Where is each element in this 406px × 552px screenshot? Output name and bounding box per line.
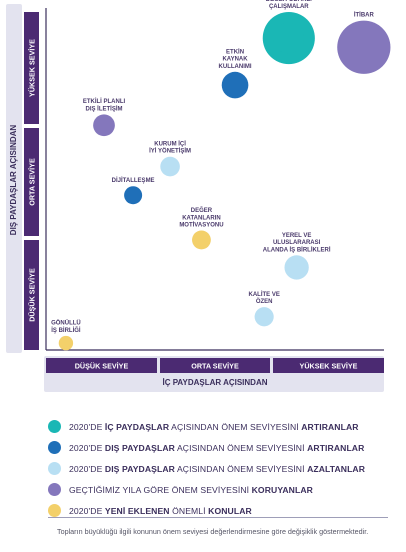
legend-item-koruyan: GEÇTİĞİMİZ YILA GÖRE ÖNEM SEVİYESİNİ KOR…: [48, 480, 398, 499]
bubble-5: [124, 186, 143, 205]
legend-swatch-yellow: [48, 504, 61, 517]
bubble-label-0: DEĞER ODAKLIÇALIŞMALAR: [266, 0, 312, 10]
bubble-1: [337, 20, 391, 74]
x-band-2: [273, 358, 384, 373]
y-band-2: [24, 12, 39, 124]
legend-item-artiran-ic: 2020'DE İÇ PAYDAŞLAR AÇISINDAN ÖNEM SEVİ…: [48, 417, 398, 436]
y-axis-bands: DÜŞÜK SEVİYE ORTA SEVİYE YÜKSEK SEVİYE: [24, 12, 39, 350]
y-band-1: [24, 128, 39, 236]
footnote: Topların büyüklüğü ilgili konunun önem s…: [57, 527, 369, 536]
legend-item-yeni: 2020'DE YENİ EKLENEN ÖNEMLİ KONULAR: [48, 501, 398, 520]
legend-swatch-light-blue: [48, 462, 61, 475]
legend-label: 2020'DE DIŞ PAYDAŞLAR AÇISINDAN ÖNEM SEV…: [69, 463, 366, 474]
footnote-divider: [48, 517, 388, 518]
bubble-9: [58, 335, 74, 351]
legend-swatch-blue: [48, 441, 61, 454]
y-band-label-0: DÜŞÜK SEVİYE: [28, 268, 37, 322]
x-axis-title: İÇ PAYDAŞLAR AÇISINDAN: [162, 378, 267, 387]
bubble-label-3: ETKİLİ PLANLI DIŞ İLETİŞİM: [83, 98, 126, 112]
legend-swatch-teal: [48, 420, 61, 433]
bubble-4: [160, 156, 180, 177]
bubble-2: [221, 71, 249, 99]
y-axis-track: [6, 4, 22, 353]
x-band-1: [160, 358, 270, 373]
y-axis-title: DIŞ PAYDAŞLAR AÇISINDAN: [9, 125, 18, 236]
bubble-inner-highlight: [273, 22, 305, 54]
bubble-8: [254, 307, 274, 327]
bubble-label-4: KURUM İÇİ İYİ YÖNETİŞİM: [149, 141, 191, 155]
y-band-0: [24, 240, 39, 350]
x-axis-bands: DÜŞÜK SEVİYE ORTA SEVİYE YÜKSEK SEVİYE: [46, 358, 384, 373]
legend-label: GEÇTİĞİMİZ YILA GÖRE ÖNEM SEVİYESİNİ KOR…: [69, 484, 313, 495]
bubble-label-8: KALİTE VE ÖZEN: [248, 291, 279, 305]
bubble-labels-layer: DEĞER ODAKLIÇALIŞMALAR İTİBAR ETKİNKAYNAKK…: [51, 0, 374, 334]
bubble-label-1: İTİBAR: [354, 12, 375, 19]
legend: 2020'DE İÇ PAYDAŞLAR AÇISINDAN ÖNEM SEVİ…: [48, 417, 398, 522]
x-band-label-1: ORTA SEVİYE: [191, 362, 239, 371]
x-band-label-0: DÜŞÜK SEVİYE: [75, 362, 129, 371]
x-band-0: [46, 358, 157, 373]
legend-label: 2020'DE YENİ EKLENEN ÖNEMLİ KONULAR: [69, 505, 252, 516]
legend-label: 2020'DE DIŞ PAYDAŞLAR AÇISINDAN ÖNEM SEV…: [69, 442, 365, 453]
bubble-label-7: YEREL VE ULUSLARARASI ALANDA İŞ BİRLİKLERİ: [263, 233, 331, 253]
bubble-7: [284, 255, 309, 280]
bubble-label-9: GÖNÜLLÜ İŞ BİRLİĞİ: [51, 320, 81, 334]
bubble-label-2: ETKİN KAYNAK KULLANIMI: [219, 48, 252, 69]
bubble-3: [93, 114, 115, 137]
bubbles-layer: [58, 12, 391, 351]
legend-swatch-purple: [48, 483, 61, 496]
bubble-label-6: DEĞER KATANLARIN MOTİVASYONU: [179, 206, 223, 228]
y-band-label-2: YÜKSEK SEVİYE: [28, 39, 37, 97]
legend-item-azaltan-dis: 2020'DE DIŞ PAYDAŞLAR AÇISINDAN ÖNEM SEV…: [48, 459, 398, 478]
bubble-6: [192, 230, 211, 250]
x-band-label-2: YÜKSEK SEVİYE: [300, 362, 358, 371]
bubble-label-5: DİJİTALLEŞME: [112, 177, 155, 184]
materiality-chart: DÜŞÜK SEVİYE ORTA SEVİYE YÜKSEK SEVİYE DÜŞ…: [6, 0, 391, 392]
legend-item-artiran-dis: 2020'DE DIŞ PAYDAŞLAR AÇISINDAN ÖNEM SEV…: [48, 438, 398, 457]
y-band-label-1: ORTA SEVİYE: [28, 158, 37, 206]
legend-label: 2020'DE İÇ PAYDAŞLAR AÇISINDAN ÖNEM SEVİ…: [69, 421, 359, 432]
